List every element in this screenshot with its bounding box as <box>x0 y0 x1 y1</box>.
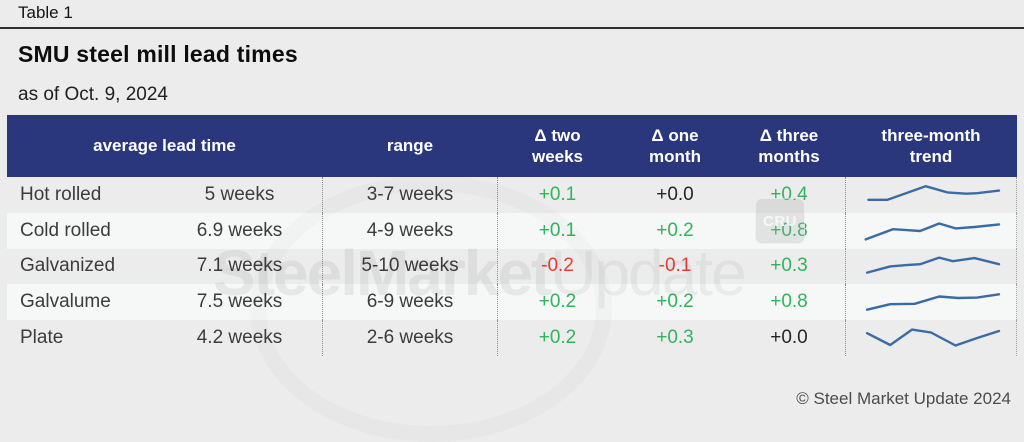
delta-two-weeks-value: +0.1 <box>538 219 577 241</box>
delta-one-month-value: +0.0 <box>656 183 694 205</box>
product-name: Galvanized <box>20 255 116 277</box>
range-value: 5-10 weeks <box>322 248 498 285</box>
range-value: 2-6 weeks <box>322 320 498 356</box>
top-divider-line <box>0 27 1024 29</box>
range-value: 6-9 weeks <box>322 284 498 321</box>
trend-sparkline <box>865 293 1001 312</box>
range-value: 4-9 weeks <box>322 212 498 249</box>
delta-two-weeks-value: +0.2 <box>538 291 577 313</box>
average-lead-time-value: 5 weeks <box>204 183 275 205</box>
header-range: range <box>386 136 434 156</box>
average-lead-time-value: 4.2 weeks <box>196 327 283 349</box>
delta-one-month-value: -0.1 <box>658 255 692 277</box>
table-body: Hot rolled 5 weeks 3-7 weeks +0.1 +0.0 +… <box>7 177 1017 356</box>
product-name: Plate <box>20 327 64 349</box>
trend-sparkline-cell <box>845 212 1017 249</box>
table-number-label: Table 1 <box>18 3 73 22</box>
delta-two-weeks-value: +0.2 <box>538 327 577 349</box>
delta-one-month-value: +0.2 <box>656 291 694 313</box>
delta-three-months-value: +0.3 <box>770 255 808 277</box>
trend-sparkline-cell <box>845 177 1017 213</box>
delta-one-month-value: +0.3 <box>656 327 694 349</box>
header-delta-three-months: Δ three months <box>758 125 820 166</box>
table-header-row: average lead time range Δ two weeks Δ on… <box>7 115 1017 177</box>
average-lead-time-value: 7.5 weeks <box>196 291 283 313</box>
header-three-month-trend: three-month trend <box>881 125 981 166</box>
header-delta-one-month: Δ one month <box>649 125 701 166</box>
product-name: Cold rolled <box>20 219 111 241</box>
header-average-lead-time: average lead time <box>93 136 236 156</box>
page-title: SMU steel mill lead times <box>18 41 298 67</box>
trend-sparkline-cell <box>845 320 1017 356</box>
trend-sparkline <box>865 256 1001 275</box>
trend-sparkline-cell <box>845 284 1017 321</box>
product-name: Galvalume <box>20 291 111 313</box>
header-delta-two-weeks: Δ two weeks <box>531 125 584 166</box>
delta-three-months-value: +0.8 <box>770 291 808 313</box>
trend-sparkline <box>864 221 1001 241</box>
trend-sparkline <box>867 184 1001 201</box>
delta-three-months-value: +0.4 <box>770 183 808 205</box>
delta-one-month-value: +0.2 <box>656 219 694 241</box>
range-value: 3-7 weeks <box>322 177 498 213</box>
delta-three-months-value: +0.8 <box>770 219 808 241</box>
table-row: Plate 4.2 weeks 2-6 weeks +0.2 +0.3 +0.0 <box>7 320 1017 356</box>
average-lead-time-value: 6.9 weeks <box>196 219 283 241</box>
table-row: Galvalume 7.5 weeks 6-9 weeks +0.2 +0.2 … <box>7 284 1017 321</box>
table-row: Hot rolled 5 weeks 3-7 weeks +0.1 +0.0 +… <box>7 177 1017 213</box>
as-of-date: as of Oct. 9, 2024 <box>18 84 168 105</box>
table-row: Cold rolled 6.9 weeks 4-9 weeks +0.1 +0.… <box>7 212 1017 249</box>
delta-two-weeks-value: +0.1 <box>538 183 577 205</box>
average-lead-time-value: 7.1 weeks <box>196 255 283 277</box>
trend-sparkline <box>865 328 1001 347</box>
delta-two-weeks-value: -0.2 <box>541 255 574 277</box>
delta-three-months-value: +0.0 <box>770 327 808 349</box>
table-row: Galvanized 7.1 weeks 5-10 weeks -0.2 -0.… <box>7 248 1017 285</box>
copyright-credit: © Steel Market Update 2024 <box>796 389 1011 408</box>
product-name: Hot rolled <box>20 183 102 205</box>
lead-times-table: average lead time range Δ two weeks Δ on… <box>7 115 1017 356</box>
trend-sparkline-cell <box>845 248 1017 285</box>
